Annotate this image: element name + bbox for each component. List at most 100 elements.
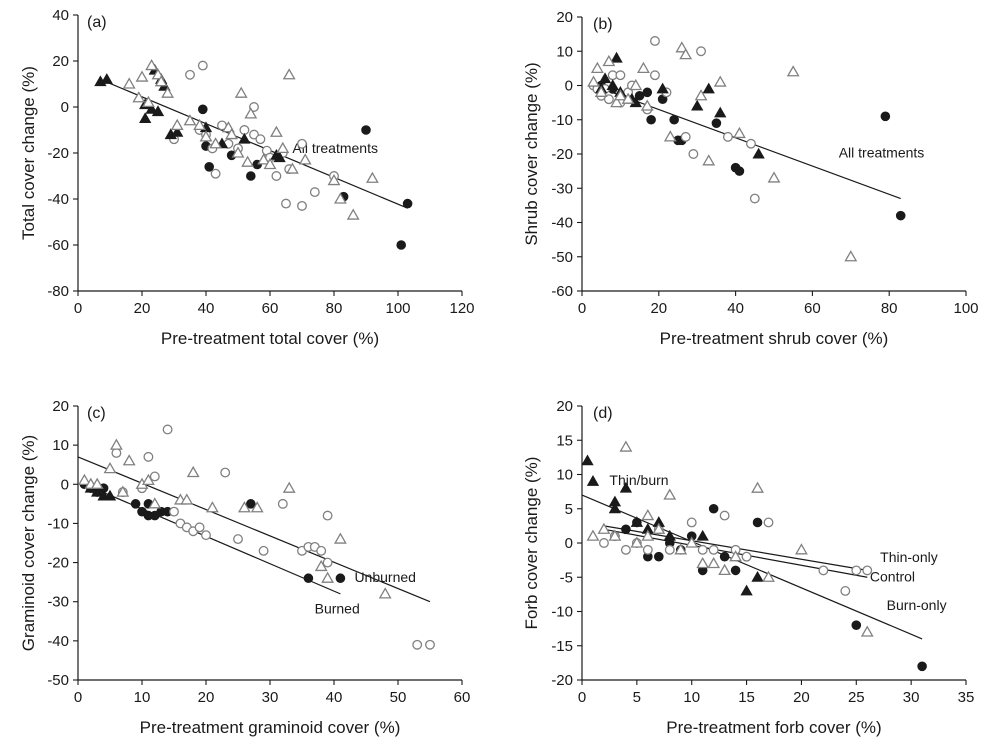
y-tick-label: 15 <box>556 432 573 449</box>
data-point-open-triangle <box>641 529 655 541</box>
y-tick-label: 20 <box>556 9 573 26</box>
data-point-filled-triangle <box>608 502 622 514</box>
y-tick-label: -10 <box>47 515 69 532</box>
data-point-open-triangle <box>630 536 644 548</box>
x-tick-label: 10 <box>683 689 700 706</box>
data-point-filled-circle <box>917 661 927 672</box>
data-point-filled-circle <box>402 198 413 209</box>
data-point-open-circle <box>642 544 653 555</box>
y-tick-label: 10 <box>556 467 573 484</box>
data-point-filled-triangle <box>581 454 594 466</box>
data-point-filled-circle <box>204 162 214 172</box>
data-point-filled-triangle <box>696 529 709 541</box>
x-tick-label: 25 <box>848 689 865 706</box>
regression-label: Thin-only <box>880 549 938 565</box>
data-point-open-triangle <box>298 153 312 165</box>
data-point-filled-circle <box>711 118 722 128</box>
data-point-open-circle <box>749 193 760 204</box>
data-point-open-circle <box>697 544 708 555</box>
y-axis-title: Forb cover change (%) <box>522 457 541 630</box>
y-tick-label: -20 <box>47 145 69 162</box>
x-tick-label: 40 <box>198 300 215 317</box>
data-point-open-circle <box>220 467 231 478</box>
data-point-open-triangle <box>767 171 781 183</box>
y-tick-label: -60 <box>47 237 69 254</box>
data-point-open-triangle <box>90 477 104 489</box>
data-point-open-triangle <box>346 208 360 220</box>
data-point-open-circle <box>818 565 829 576</box>
x-tick-label: 0 <box>74 689 82 706</box>
y-tick-label: 20 <box>556 398 573 415</box>
data-point-open-triangle <box>762 570 775 582</box>
data-point-open-circle <box>686 517 697 528</box>
data-point-filled-triangle <box>103 489 117 501</box>
data-point-open-triangle <box>231 146 245 158</box>
x-tick-label: 100 <box>953 300 978 317</box>
y-axis-title: Graminoid cover change (%) <box>19 435 38 651</box>
y-tick-label: 0 <box>61 476 69 493</box>
x-axis-title: Pre-treatment graminoid cover (%) <box>140 718 401 737</box>
y-tick-label: -5 <box>560 569 573 586</box>
data-point-filled-triangle <box>171 125 184 137</box>
data-point-filled-triangle <box>714 106 727 118</box>
annotation: Thin/burn <box>609 472 668 488</box>
regression-label: Control <box>870 568 915 584</box>
data-point-open-circle <box>258 545 269 556</box>
data-point-open-circle <box>210 168 221 179</box>
data-point-filled-triangle <box>740 584 753 596</box>
data-point-open-circle <box>664 544 675 555</box>
x-tick-label: 30 <box>262 689 279 706</box>
data-point-open-triangle <box>640 99 654 111</box>
data-point-open-triangle <box>594 85 608 97</box>
data-point-open-circle <box>322 510 333 521</box>
regression-line <box>581 494 923 640</box>
x-tick-label: 100 <box>385 300 410 317</box>
panel-letter: (b) <box>593 16 613 33</box>
data-point-open-triangle <box>193 118 207 131</box>
data-point-open-triangle <box>713 75 727 87</box>
data-point-open-triangle <box>327 173 341 186</box>
data-point-open-circle <box>297 138 307 149</box>
data-point-open-triangle <box>733 126 746 139</box>
data-point-open-circle <box>425 639 435 650</box>
data-point-open-circle <box>162 424 173 435</box>
data-point-open-circle <box>598 538 609 548</box>
regression-line <box>84 483 341 595</box>
data-point-filled-triangle <box>145 102 158 114</box>
panel-letter: (a) <box>87 14 107 31</box>
y-tick-label: -40 <box>47 191 69 208</box>
data-point-open-triangle <box>199 130 213 142</box>
x-tick-label: 0 <box>578 300 586 317</box>
x-axis-title: Pre-treatment forb cover (%) <box>666 718 881 737</box>
data-point-open-circle <box>271 171 282 181</box>
data-point-open-triangle <box>718 563 732 576</box>
regression-line <box>77 456 431 603</box>
data-point-filled-triangle <box>702 82 715 94</box>
data-point-open-circle <box>197 60 208 71</box>
data-point-open-triangle <box>122 454 136 466</box>
data-point-open-circle <box>316 545 327 556</box>
regression-label: All treatments <box>292 140 378 156</box>
data-point-open-circle <box>111 448 122 458</box>
data-point-filled-triangle <box>752 147 765 159</box>
y-axis-title: Total cover change (%) <box>19 66 38 240</box>
y-tick-label: 20 <box>52 53 69 70</box>
data-point-filled-circle <box>246 499 256 509</box>
y-tick-label: -10 <box>551 112 573 129</box>
data-point-open-triangle <box>282 68 296 80</box>
x-tick-label: 5 <box>633 689 641 706</box>
x-axis-title: Pre-treatment shrub cover (%) <box>660 329 889 348</box>
data-point-open-circle <box>169 506 179 517</box>
data-point-open-triangle <box>663 488 677 500</box>
data-point-open-triangle <box>183 114 197 126</box>
data-point-open-triangle <box>321 571 335 583</box>
x-tick-label: 80 <box>326 300 343 317</box>
data-point-open-triangle <box>637 61 650 73</box>
data-point-filled-triangle <box>656 82 669 94</box>
data-point-open-triangle <box>694 89 708 101</box>
data-point-open-circle <box>620 544 631 555</box>
panel-c: 0 10 20 30 40 50 60 -50 -40 -30 -20 -10 0 10 20 Pre-tre… <box>19 398 470 737</box>
x-axis-title: Pre-treatment total cover (%) <box>161 329 379 348</box>
x-tick-label: 0 <box>578 689 586 706</box>
data-point-filled-triangle <box>238 132 251 144</box>
